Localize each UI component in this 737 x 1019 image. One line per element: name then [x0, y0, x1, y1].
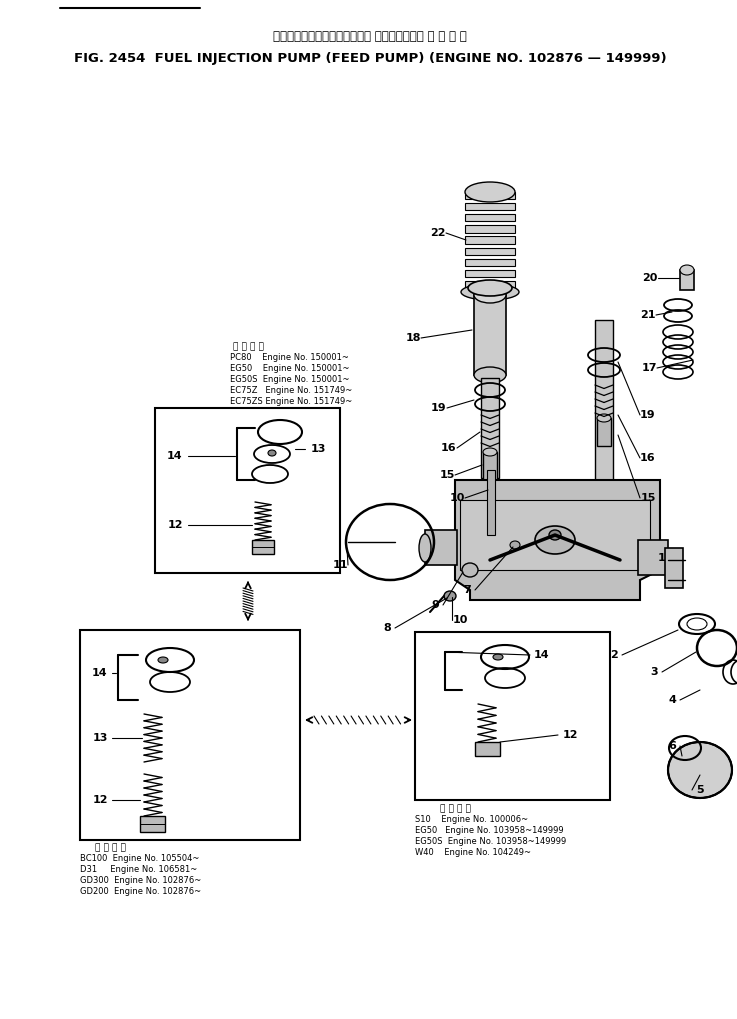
Ellipse shape: [474, 287, 506, 303]
Bar: [465, 236, 515, 244]
Bar: [465, 270, 515, 277]
Ellipse shape: [687, 618, 707, 630]
Text: 13: 13: [310, 444, 326, 454]
Text: 2: 2: [610, 650, 618, 660]
Text: 22: 22: [430, 228, 446, 238]
Text: EG50S  Engine No. 150001~: EG50S Engine No. 150001~: [230, 375, 349, 384]
Ellipse shape: [597, 414, 611, 422]
Text: 14: 14: [534, 650, 550, 660]
Text: D31     Engine No. 106581~: D31 Engine No. 106581~: [80, 865, 198, 874]
Text: 4: 4: [668, 695, 676, 705]
Text: 14: 14: [167, 451, 183, 461]
Bar: [595, 320, 613, 495]
Text: 12: 12: [92, 795, 108, 805]
Bar: [465, 259, 515, 266]
Ellipse shape: [268, 450, 276, 455]
Text: 10: 10: [450, 493, 465, 503]
Bar: [487, 470, 495, 535]
Bar: [481, 378, 499, 478]
Bar: [638, 540, 668, 575]
Bar: [474, 294, 506, 375]
Bar: [465, 281, 515, 288]
Text: EG50    Engine No. 150001~: EG50 Engine No. 150001~: [230, 364, 349, 373]
Text: 9: 9: [431, 600, 439, 610]
Text: 12: 12: [167, 520, 183, 530]
Ellipse shape: [680, 265, 694, 275]
Bar: [483, 452, 497, 480]
Text: 17: 17: [641, 363, 657, 373]
Text: 18: 18: [405, 333, 421, 343]
Bar: [465, 203, 515, 210]
Text: 適 用 号 機: 適 用 号 機: [233, 342, 263, 351]
Bar: [80, 630, 300, 840]
Text: 13: 13: [92, 733, 108, 743]
Bar: [140, 816, 165, 832]
Text: FIG. 2454  FUEL INJECTION PUMP (FEED PUMP) (ENGINE NO. 102876 — 149999): FIG. 2454 FUEL INJECTION PUMP (FEED PUMP…: [74, 52, 666, 65]
Bar: [460, 500, 650, 570]
Bar: [415, 632, 610, 800]
Ellipse shape: [465, 182, 515, 202]
Ellipse shape: [483, 448, 497, 455]
Text: EC75ZS Engine No. 151749~: EC75ZS Engine No. 151749~: [230, 397, 352, 406]
Text: 14: 14: [92, 668, 108, 678]
Text: 19: 19: [640, 410, 656, 420]
Bar: [155, 408, 340, 573]
Bar: [475, 742, 500, 756]
Text: GD300  Engine No. 102876~: GD300 Engine No. 102876~: [80, 876, 201, 884]
Ellipse shape: [535, 526, 575, 554]
Bar: [465, 225, 515, 232]
Text: 12: 12: [562, 730, 578, 740]
Ellipse shape: [158, 657, 168, 663]
Text: 16: 16: [441, 443, 457, 453]
Text: EC75Z   Engine No. 151749~: EC75Z Engine No. 151749~: [230, 386, 352, 395]
Text: 20: 20: [643, 273, 657, 283]
Ellipse shape: [419, 534, 431, 562]
Bar: [252, 540, 274, 554]
Text: 適 用 号 機: 適 用 号 機: [94, 843, 125, 852]
Bar: [597, 418, 611, 446]
Bar: [465, 248, 515, 255]
Text: 7: 7: [463, 585, 471, 595]
Text: 6: 6: [668, 741, 676, 751]
Text: EG50   Engine No. 103958~149999: EG50 Engine No. 103958~149999: [415, 826, 564, 835]
Ellipse shape: [461, 284, 519, 300]
Bar: [465, 214, 515, 221]
Text: 11: 11: [332, 560, 348, 570]
Text: GD200  Engine No. 102876~: GD200 Engine No. 102876~: [80, 887, 201, 896]
Bar: [425, 530, 457, 565]
Bar: [665, 548, 683, 588]
Text: 10: 10: [453, 615, 468, 625]
Polygon shape: [455, 480, 660, 600]
Text: 21: 21: [640, 310, 656, 320]
Text: W40    Engine No. 104249~: W40 Engine No. 104249~: [415, 848, 531, 857]
Ellipse shape: [474, 367, 506, 383]
Ellipse shape: [549, 530, 561, 540]
Text: BC100  Engine No. 105504~: BC100 Engine No. 105504~: [80, 854, 200, 863]
Text: 8: 8: [383, 623, 391, 633]
Ellipse shape: [510, 541, 520, 549]
Text: 1: 1: [658, 553, 666, 564]
Ellipse shape: [468, 280, 512, 296]
Text: フェルインジェクションポンプ フィードポンプ 適 用 号 機: フェルインジェクションポンプ フィードポンプ 適 用 号 機: [273, 30, 467, 43]
Ellipse shape: [444, 591, 456, 601]
Text: 16: 16: [640, 453, 656, 463]
Text: 3: 3: [650, 667, 658, 677]
Ellipse shape: [668, 742, 732, 798]
Text: 19: 19: [431, 403, 447, 413]
Text: 15: 15: [439, 470, 455, 480]
Text: 5: 5: [696, 785, 704, 795]
Text: EG50S  Engine No. 103958~149999: EG50S Engine No. 103958~149999: [415, 837, 566, 846]
Text: PC80    Engine No. 150001~: PC80 Engine No. 150001~: [230, 353, 349, 362]
Text: 15: 15: [640, 493, 656, 503]
Ellipse shape: [462, 564, 478, 577]
Bar: [680, 270, 694, 290]
Ellipse shape: [493, 654, 503, 660]
Text: 適 用 号 機: 適 用 号 機: [439, 804, 470, 813]
Text: S10    Engine No. 100006~: S10 Engine No. 100006~: [415, 815, 528, 824]
Bar: [465, 192, 515, 200]
